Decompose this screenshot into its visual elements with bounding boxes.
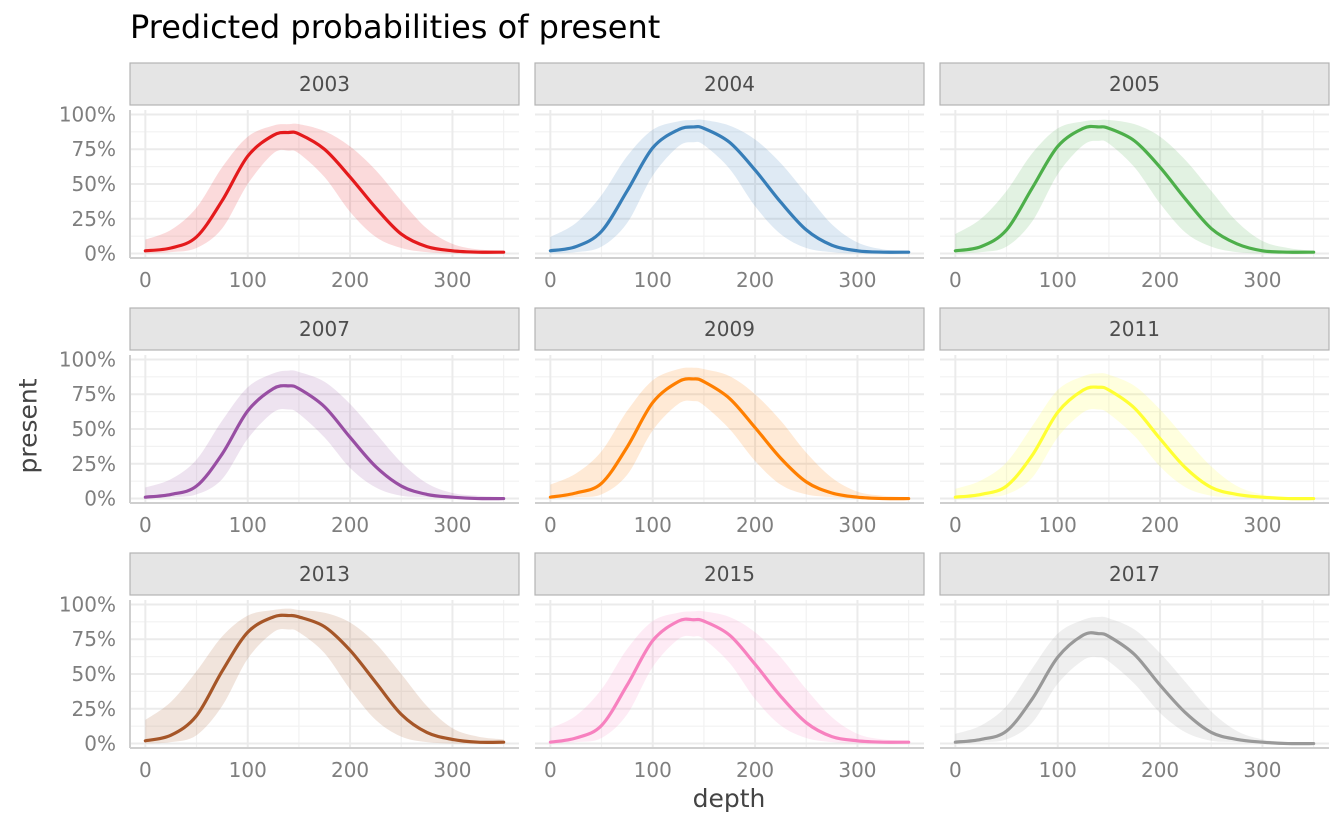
x-tick-label: 200 [736,758,774,782]
y-tick-label: 25% [72,452,116,476]
y-tick-label: 50% [72,662,116,686]
facet-strip [129,62,520,106]
y-tick-label: 50% [72,172,116,196]
facet-strip-label: 2013 [299,562,350,586]
y-tick-label: 0% [84,732,116,756]
confidence-ribbon [145,123,504,254]
facet-panel-2011: 2011 0 100 200 300 [939,307,1330,537]
x-tick-label: 100 [1039,513,1077,537]
x-tick-label: 100 [1039,758,1077,782]
facet-strip-label: 2011 [1109,317,1160,341]
facet-strip [939,62,1330,106]
x-tick-label: 300 [433,268,471,292]
facet-panel-2017: 2017 0 100 200 300 [939,552,1330,782]
x-tick-label: 0 [949,758,962,782]
facet-strip-label: 2007 [299,317,350,341]
x-tick-label: 300 [1243,758,1281,782]
series-line [953,124,1316,254]
facet-strip [534,62,925,106]
x-tick-label: 200 [736,268,774,292]
y-tick-label: 0% [84,487,116,511]
x-tick-label: 0 [139,268,152,292]
x-tick-label: 0 [544,268,557,292]
x-tick-label: 200 [1141,513,1179,537]
facet-panel-2007: 2007 0 100 200 300 0% 25% 50% 75% 100% [59,307,520,537]
x-tick-label: 100 [634,513,672,537]
chart-title: Predicted probabilities of present [130,8,661,46]
facet-strip-label: 2004 [704,72,755,96]
y-tick-label: 50% [72,417,116,441]
x-tick-label: 200 [331,513,369,537]
confidence-ribbon [145,608,504,744]
facet-panel-2003: 2003 0 100 200 300 0% 25% 50% 75% 100% [59,62,520,292]
confidence-ribbon [550,119,909,254]
x-tick-label: 0 [544,758,557,782]
confidence-ribbon [955,616,1314,744]
x-tick-label: 300 [838,513,876,537]
facet-panel-2004: 2004 0 100 200 300 [534,62,925,292]
x-tick-label: 100 [229,268,267,292]
y-tick-label: 100% [59,102,116,126]
series-line [548,617,911,744]
facet-strip [534,307,925,351]
x-tick-label: 300 [433,758,471,782]
series-line [548,377,911,501]
x-tick-label: 300 [838,758,876,782]
facet-strip-label: 2017 [1109,562,1160,586]
y-tick-label: 75% [72,137,116,161]
series-line [548,125,911,254]
facet-strip [939,552,1330,596]
y-tick-label: 100% [59,592,116,616]
x-tick-label: 300 [1243,513,1281,537]
y-tick-label: 0% [84,242,116,266]
y-tick-label: 75% [72,382,116,406]
x-tick-label: 0 [544,513,557,537]
series-line [953,385,1316,501]
x-tick-label: 100 [634,758,672,782]
confidence-ribbon [145,370,504,499]
x-axis-title: depth [692,784,766,813]
y-tick-label: 25% [72,207,116,231]
facet-panel-2015: 2015 0 100 200 300 [534,552,925,782]
y-tick-label: 25% [72,697,116,721]
x-tick-label: 100 [634,268,672,292]
x-tick-label: 100 [1039,268,1077,292]
x-tick-label: 0 [949,268,962,292]
x-tick-label: 200 [331,268,369,292]
y-tick-label: 75% [72,627,116,651]
y-tick-label: 100% [59,347,116,371]
facet-panel-2005: 2005 0 100 200 300 [939,62,1330,292]
facet-strip-label: 2005 [1109,72,1160,96]
confidence-ribbon [955,119,1314,254]
series-line [143,130,506,254]
facet-strip-label: 2009 [704,317,755,341]
x-tick-label: 100 [229,513,267,537]
facet-strip-label: 2003 [299,72,350,96]
confidence-ribbon [550,610,909,744]
x-tick-label: 200 [1141,758,1179,782]
series-line [143,384,506,501]
x-tick-label: 0 [139,758,152,782]
facet-panel-2009: 2009 0 100 200 300 [534,307,925,537]
x-tick-label: 0 [949,513,962,537]
series-line [953,631,1316,746]
x-tick-label: 300 [838,268,876,292]
x-tick-label: 200 [1141,268,1179,292]
x-tick-label: 100 [229,758,267,782]
confidence-ribbon [955,373,1314,499]
x-tick-label: 0 [139,513,152,537]
facet-strip-label: 2015 [704,562,755,586]
x-tick-label: 200 [331,758,369,782]
facet-strip [129,552,520,596]
facet-strip [534,552,925,596]
x-tick-label: 300 [433,513,471,537]
x-tick-label: 300 [1243,268,1281,292]
x-tick-label: 200 [736,513,774,537]
series-line [143,613,506,744]
facet-strip [939,307,1330,351]
facet-strip [129,307,520,351]
confidence-ribbon [550,367,909,499]
facet-panel-2013: 2013 0 100 200 300 0% 25% 50% 75% 100% [59,552,520,782]
